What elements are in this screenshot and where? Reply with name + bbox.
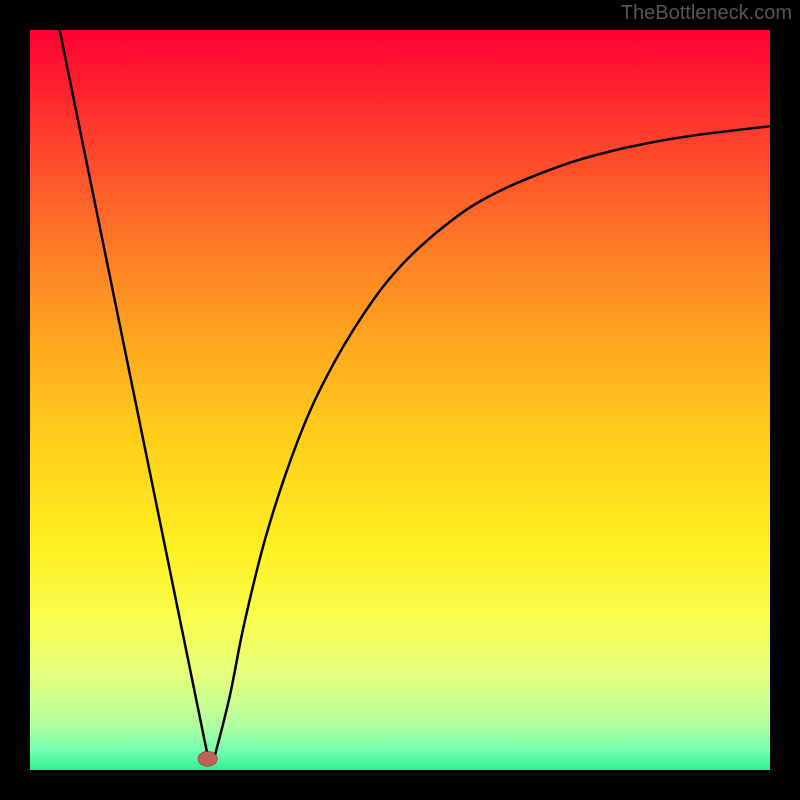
watermark-text: TheBottleneck.com — [621, 2, 792, 25]
bottleneck-chart — [30, 30, 770, 770]
curve-minimum-marker — [198, 752, 217, 767]
curve-right-branch — [215, 126, 770, 755]
curve-left-branch — [60, 30, 208, 755]
chart-plot-area — [30, 30, 770, 770]
